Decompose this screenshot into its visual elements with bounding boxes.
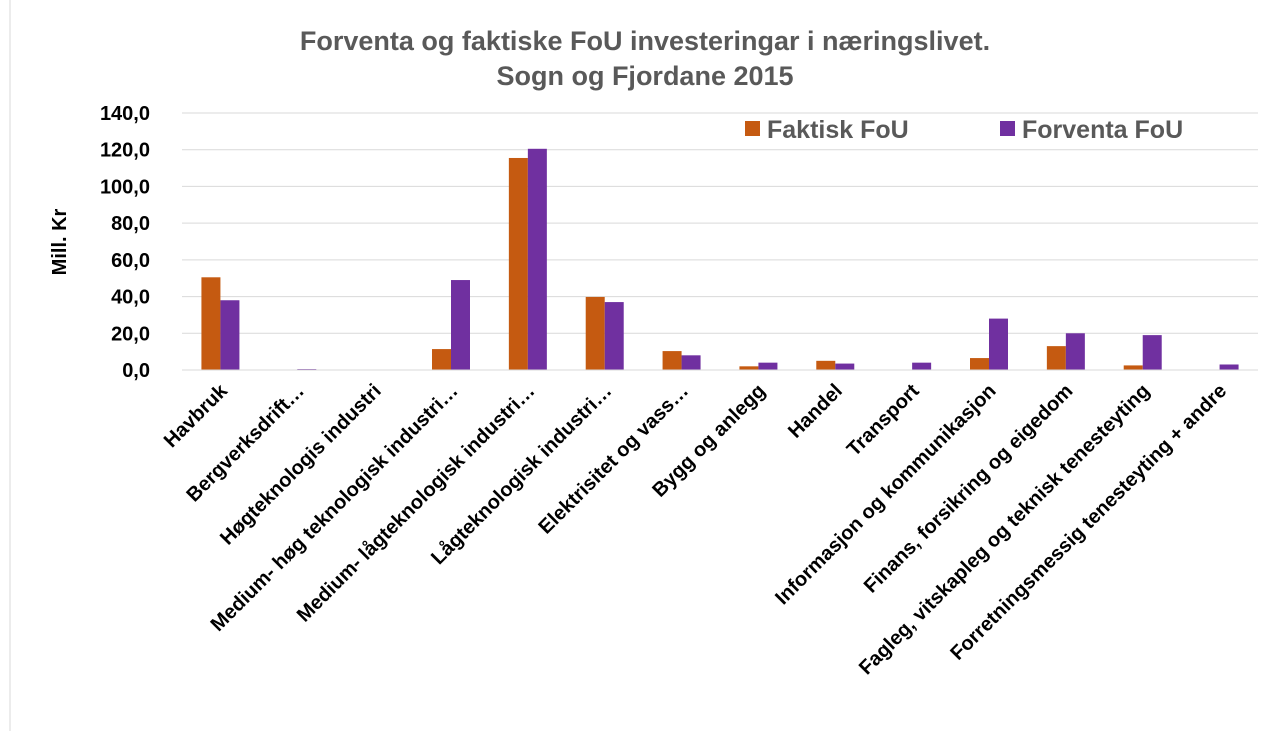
bar — [432, 349, 451, 370]
bar — [1046, 346, 1066, 370]
bar — [585, 296, 605, 370]
y-tick-label: 40,0 — [111, 287, 150, 309]
x-tick-label: Høgteknologis industri — [216, 380, 386, 550]
y-tick-label: 0,0 — [122, 360, 150, 382]
y-tick-label: 20,0 — [111, 323, 150, 345]
x-tick-label: Transport — [843, 380, 924, 461]
bar — [662, 351, 682, 370]
y-tick-label: 80,0 — [111, 213, 150, 235]
x-tick-label: Havbruk — [160, 379, 233, 452]
y-axis-label: Mill. Kr — [49, 208, 71, 275]
bar — [451, 280, 470, 370]
y-tick-label: 100,0 — [100, 176, 150, 198]
legend-label: Faktisk FoU — [767, 116, 909, 144]
bar — [604, 302, 624, 370]
bar — [739, 366, 759, 370]
bar — [758, 362, 778, 370]
bar — [816, 360, 836, 370]
chart-title: Forventa og faktiske FoU investeringar i… — [300, 26, 990, 56]
bar — [681, 355, 701, 370]
legend-swatch — [1000, 121, 1015, 136]
bar — [970, 358, 989, 370]
y-tick-label: 60,0 — [111, 250, 150, 272]
legend-swatch — [745, 121, 760, 136]
x-tick-label: Forretningsmessig tenesteyting + andre — [946, 380, 1231, 665]
x-tick-label: Handel — [784, 380, 847, 443]
bar — [527, 148, 547, 370]
bar — [1219, 364, 1239, 370]
legend-label: Forventa FoU — [1022, 116, 1183, 144]
y-tick-label: 120,0 — [100, 140, 150, 162]
bar — [201, 277, 221, 370]
bar — [912, 362, 932, 370]
x-tick-label: Fagleg, vitskapleg og teknisk tenesteyti… — [855, 380, 1154, 679]
bar — [989, 318, 1008, 370]
bar — [835, 363, 855, 370]
bar — [220, 300, 240, 370]
chart-subtitle: Sogn og Fjordane 2015 — [496, 61, 793, 91]
bar — [508, 157, 528, 370]
bar — [1065, 333, 1085, 370]
y-tick-label: 140,0 — [100, 103, 150, 125]
bar — [1123, 365, 1143, 370]
x-tick-label: Elektrisitet og vass… — [534, 380, 693, 539]
bar — [1142, 335, 1162, 370]
